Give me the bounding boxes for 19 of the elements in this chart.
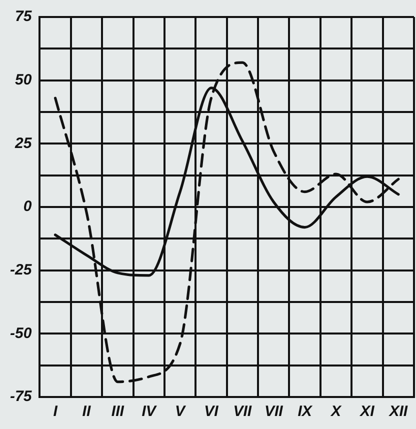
- y-tick-label: -25: [10, 261, 32, 278]
- x-tick-label: III: [111, 403, 125, 420]
- x-tick-label: IX: [298, 403, 313, 420]
- x-tick-label: VII: [264, 403, 284, 420]
- x-tick-label: V: [175, 403, 188, 420]
- y-tick-label: -50: [10, 324, 32, 342]
- y-tick-label: 75: [14, 8, 32, 26]
- y-tick-label: 25: [14, 134, 32, 152]
- x-tick-label: I: [53, 403, 58, 420]
- x-tick-label: VII: [233, 403, 252, 420]
- x-tick-label: II: [82, 403, 92, 420]
- x-tick-label: X: [330, 403, 342, 420]
- y-tick-label: -75: [10, 388, 32, 406]
- y-tick-label: 50: [14, 71, 32, 88]
- x-tick-label: VI: [204, 403, 220, 420]
- x-tick-label: XI: [359, 403, 376, 420]
- y-tick-label: 0: [23, 198, 32, 216]
- x-tick-label: IV: [142, 403, 158, 420]
- x-tick-label: XII: [388, 403, 408, 420]
